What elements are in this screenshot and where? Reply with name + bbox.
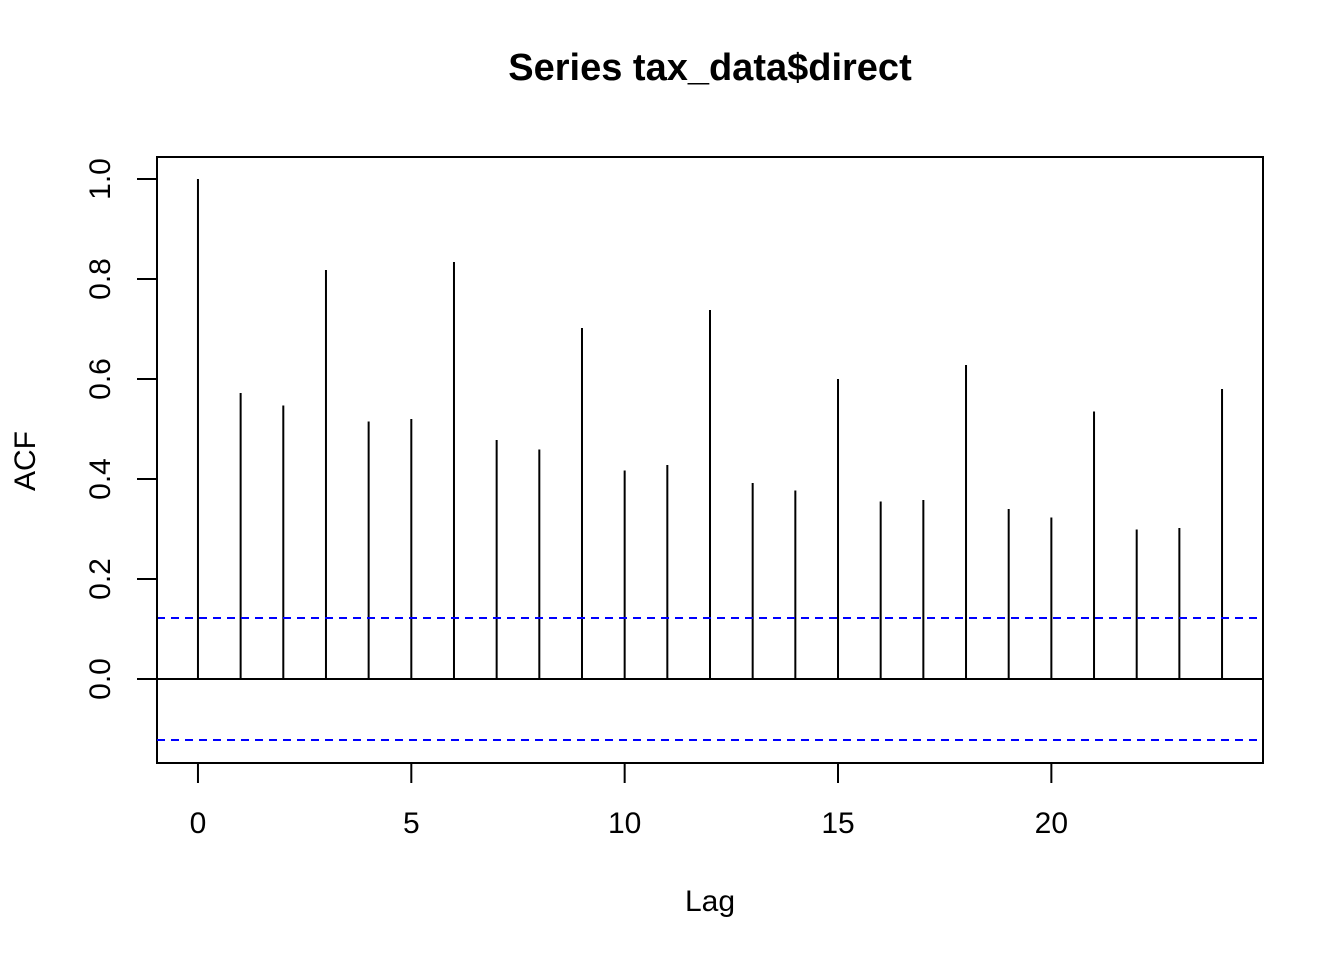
x-axis: 0 5 10 15 20 xyxy=(190,762,1068,840)
x-tick-label-5: 5 xyxy=(403,807,420,840)
y-tick-label-0.8: 0.8 xyxy=(84,258,117,300)
chart-title: Series tax_data$direct xyxy=(508,47,912,89)
x-tick-label-0: 0 xyxy=(190,807,207,840)
x-tick-label-15: 15 xyxy=(821,807,854,840)
y-tick-label-0.0: 0.0 xyxy=(84,658,117,700)
y-tick-label-0.2: 0.2 xyxy=(84,558,117,600)
x-tick-label-20: 20 xyxy=(1035,807,1068,840)
y-axis: 0.0 0.2 0.4 0.6 0.8 1.0 xyxy=(84,158,158,700)
acf-bars xyxy=(196,179,1224,679)
y-tick-label-1.0: 1.0 xyxy=(84,158,117,200)
confidence-bounds xyxy=(157,617,1263,741)
y-tick-label-0.4: 0.4 xyxy=(84,458,117,500)
x-axis-label: Lag xyxy=(685,885,735,918)
y-axis-label: ACF xyxy=(9,431,42,491)
y-tick-label-0.6: 0.6 xyxy=(84,358,117,400)
x-tick-label-10: 10 xyxy=(608,807,641,840)
